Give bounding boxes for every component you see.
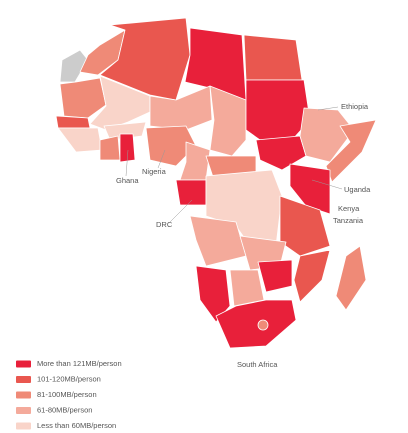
legend-label: More than 121MB/person	[37, 359, 122, 368]
country	[229, 269, 265, 307]
legend: More than 121MB/person 101-120MB/person 81…	[16, 359, 122, 430]
legend-swatch	[16, 391, 31, 399]
country	[215, 299, 297, 349]
country-label: South Africa	[237, 360, 278, 369]
country-label: Nigeria	[142, 167, 167, 176]
legend-label: 101-120MB/person	[37, 374, 101, 383]
label-leader	[125, 149, 129, 177]
legend-swatch	[16, 360, 31, 368]
country	[257, 319, 269, 331]
label-leader	[311, 179, 343, 190]
country-label: Ghana	[116, 176, 139, 185]
legend-label: Less than 60MB/person	[37, 421, 116, 430]
country	[293, 249, 331, 303]
country-label: Tanzania	[333, 216, 364, 225]
country	[325, 119, 377, 183]
legend-label: 61-80MB/person	[37, 405, 92, 414]
country-label: Ethiopia	[341, 102, 369, 111]
country	[257, 259, 293, 293]
country-label: Kenya	[338, 204, 360, 213]
country-label: Uganda	[344, 185, 371, 194]
country	[99, 135, 121, 161]
country	[57, 127, 103, 153]
country	[243, 34, 303, 81]
label-leader	[157, 149, 166, 169]
legend-swatch	[16, 407, 31, 414]
country	[335, 245, 367, 311]
legend-swatch	[16, 376, 31, 383]
country	[59, 77, 107, 119]
label-leader	[317, 106, 339, 111]
legend-label: 81-100MB/person	[37, 390, 97, 399]
country	[119, 133, 136, 163]
country	[279, 195, 331, 257]
country	[189, 215, 247, 267]
africa-map	[55, 17, 377, 349]
legend-swatch	[16, 422, 31, 430]
country	[99, 17, 191, 101]
country-label: DRC	[156, 220, 173, 229]
country	[149, 85, 213, 131]
label-leader	[169, 199, 193, 223]
country	[55, 115, 91, 129]
country	[103, 121, 147, 141]
country	[255, 135, 307, 171]
